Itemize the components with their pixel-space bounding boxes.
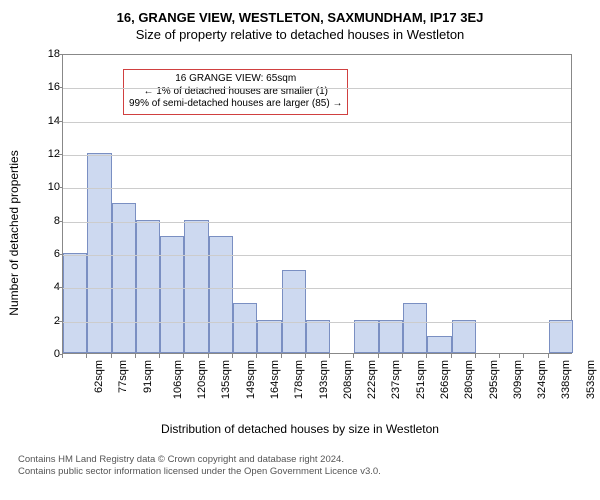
histogram-bar	[354, 320, 378, 353]
y-tick-label: 16	[30, 81, 60, 93]
y-tick-mark	[58, 287, 62, 288]
x-tick-label: 338sqm	[561, 360, 573, 399]
y-tick-mark	[58, 154, 62, 155]
histogram-bar	[136, 220, 160, 353]
x-tick-mark	[159, 354, 160, 358]
histogram-bar	[257, 320, 281, 353]
histogram-bar	[209, 236, 233, 353]
x-tick-mark	[62, 354, 63, 358]
x-tick-label: 77sqm	[117, 360, 129, 393]
y-tick-mark	[58, 87, 62, 88]
x-tick-mark	[353, 354, 354, 358]
x-tick-label: 280sqm	[463, 360, 475, 399]
footer-attribution: Contains HM Land Registry data © Crown c…	[18, 454, 582, 479]
x-tick-mark	[451, 354, 452, 358]
x-tick-label: 237sqm	[391, 360, 403, 399]
y-tick-label: 12	[30, 148, 60, 160]
gridline-h	[63, 255, 571, 256]
chart-container: Number of detached properties 16 GRANGE …	[20, 48, 580, 418]
x-tick-mark	[232, 354, 233, 358]
x-tick-mark	[523, 354, 524, 358]
histogram-bar	[379, 320, 403, 353]
x-tick-mark	[426, 354, 427, 358]
gridline-h	[63, 88, 571, 89]
y-tick-mark	[58, 187, 62, 188]
gridline-h	[63, 188, 571, 189]
histogram-bar	[63, 253, 87, 353]
gridline-h	[63, 288, 571, 289]
annotation-box: 16 GRANGE VIEW: 65sqm← 1% of detached ho…	[123, 69, 348, 115]
x-tick-label: 353sqm	[585, 360, 597, 399]
gridline-h	[63, 155, 571, 156]
x-tick-label: 120sqm	[196, 360, 208, 399]
x-tick-label: 309sqm	[512, 360, 524, 399]
y-tick-label: 2	[30, 315, 60, 327]
x-tick-label: 208sqm	[342, 360, 354, 399]
plot-area: 16 GRANGE VIEW: 65sqm← 1% of detached ho…	[62, 54, 572, 354]
x-tick-mark	[402, 354, 403, 358]
gridline-h	[63, 322, 571, 323]
gridline-h	[63, 122, 571, 123]
x-tick-mark	[499, 354, 500, 358]
histogram-bar	[282, 270, 306, 353]
histogram-bar	[549, 320, 573, 353]
x-tick-label: 295sqm	[488, 360, 500, 399]
x-tick-label: 222sqm	[366, 360, 378, 399]
y-tick-mark	[58, 121, 62, 122]
x-tick-mark	[475, 354, 476, 358]
x-tick-label: 135sqm	[221, 360, 233, 399]
x-tick-mark	[135, 354, 136, 358]
x-tick-mark	[111, 354, 112, 358]
y-tick-label: 6	[30, 248, 60, 260]
gridline-h	[63, 222, 571, 223]
x-tick-mark	[548, 354, 549, 358]
histogram-bar	[452, 320, 476, 353]
x-tick-mark	[281, 354, 282, 358]
histogram-bar	[87, 153, 111, 353]
x-tick-label: 106sqm	[172, 360, 184, 399]
histogram-bar	[160, 236, 184, 353]
x-tick-mark	[208, 354, 209, 358]
x-tick-label: 164sqm	[269, 360, 281, 399]
x-tick-mark	[183, 354, 184, 358]
y-tick-label: 8	[30, 215, 60, 227]
histogram-bar	[233, 303, 257, 353]
chart-subtitle: Size of property relative to detached ho…	[8, 27, 592, 42]
y-tick-label: 4	[30, 281, 60, 293]
x-tick-label: 91sqm	[142, 360, 154, 393]
chart-title-address: 16, GRANGE VIEW, WESTLETON, SAXMUNDHAM, …	[8, 10, 592, 25]
x-tick-mark	[378, 354, 379, 358]
histogram-bar	[184, 220, 208, 353]
y-tick-label: 0	[30, 348, 60, 360]
annotation-line: 16 GRANGE VIEW: 65sqm	[129, 73, 342, 86]
x-axis-label: Distribution of detached houses by size …	[8, 422, 592, 436]
annotation-line: 99% of semi-detached houses are larger (…	[129, 98, 342, 111]
x-tick-label: 324sqm	[536, 360, 548, 399]
x-tick-label: 193sqm	[318, 360, 330, 399]
x-tick-mark	[256, 354, 257, 358]
x-tick-mark	[329, 354, 330, 358]
x-tick-label: 266sqm	[439, 360, 451, 399]
y-tick-mark	[58, 254, 62, 255]
x-tick-label: 62sqm	[93, 360, 105, 393]
x-tick-label: 178sqm	[293, 360, 305, 399]
histogram-bar	[306, 320, 330, 353]
y-tick-label: 18	[30, 48, 60, 60]
x-tick-label: 149sqm	[245, 360, 257, 399]
y-tick-mark	[58, 321, 62, 322]
y-tick-mark	[58, 221, 62, 222]
footer-line-1: Contains HM Land Registry data © Crown c…	[18, 454, 582, 466]
footer-line-2: Contains public sector information licen…	[18, 466, 582, 478]
histogram-bar	[403, 303, 427, 353]
x-tick-mark	[86, 354, 87, 358]
y-tick-label: 14	[30, 115, 60, 127]
histogram-bar	[427, 336, 451, 353]
y-tick-label: 10	[30, 181, 60, 193]
histogram-bar	[112, 203, 136, 353]
y-axis-label: Number of detached properties	[7, 150, 21, 315]
x-tick-label: 251sqm	[415, 360, 427, 399]
x-tick-mark	[305, 354, 306, 358]
y-tick-mark	[58, 54, 62, 55]
